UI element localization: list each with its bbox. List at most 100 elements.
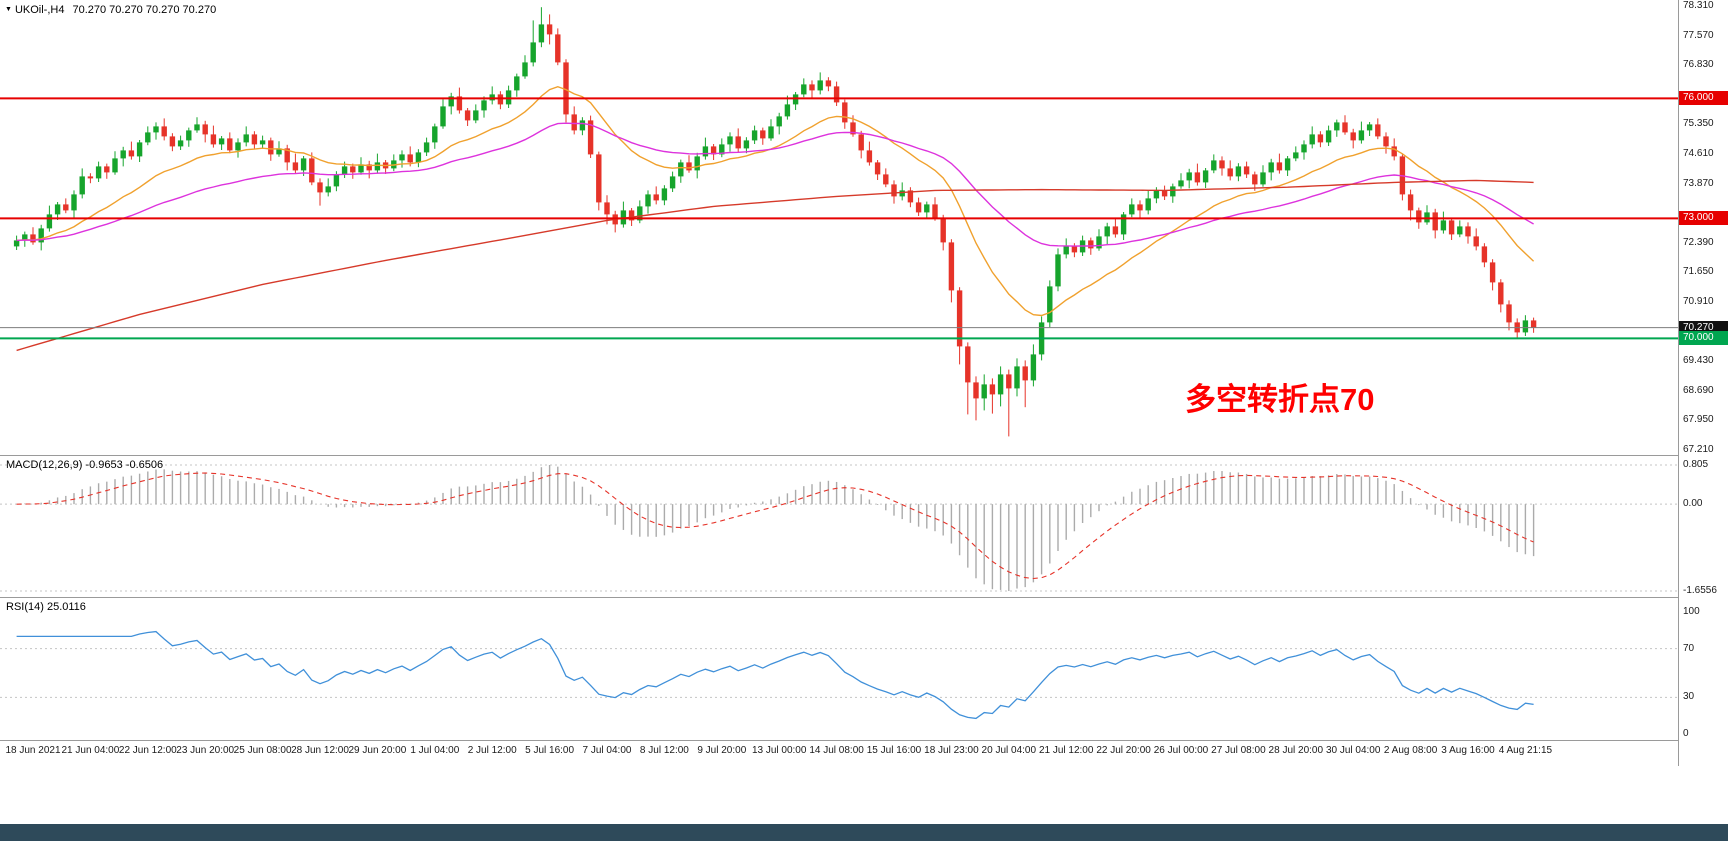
time-label: 18 Jul 23:00 — [924, 745, 979, 756]
price-axis[interactable]: 78.310 77.570 76.830 75.350 74.610 73.870 72.3… — [1679, 0, 1728, 766]
time-label: 22 Jul 20:00 — [1096, 745, 1151, 756]
candle-body — [579, 120, 586, 131]
candle-body — [538, 24, 545, 43]
candle-body — [1243, 166, 1250, 175]
candle-body — [1096, 236, 1102, 249]
candle-body — [891, 184, 897, 197]
candle-body — [276, 148, 282, 155]
candle-body — [1194, 172, 1201, 183]
price-tick: 71.650 — [1683, 266, 1714, 278]
candle-body — [645, 194, 651, 207]
candle-body — [292, 162, 299, 171]
symbol-dropdown-triangle-icon[interactable]: ▼ — [5, 6, 12, 13]
candle-body — [358, 164, 364, 173]
price-tick: 67.950 — [1683, 414, 1714, 426]
candle-body — [661, 188, 668, 201]
candle-body — [899, 190, 905, 197]
candle-body — [1153, 190, 1160, 199]
price-tick: 76.830 — [1683, 59, 1714, 71]
candle-body — [136, 142, 143, 157]
candle-body — [956, 290, 963, 347]
candle-body — [13, 240, 20, 247]
candle-body — [1120, 214, 1127, 235]
candle-body — [1358, 130, 1365, 141]
candle-body — [1145, 198, 1151, 211]
candle-body — [153, 126, 159, 133]
candle-body — [587, 120, 594, 155]
candle-body — [858, 134, 864, 151]
candle-body — [1522, 320, 1529, 333]
candle-body — [1317, 134, 1324, 143]
price-tick: 74.610 — [1683, 148, 1714, 159]
candle-body — [989, 384, 996, 395]
candle-body — [1383, 136, 1389, 147]
candle-body — [1325, 130, 1332, 143]
candle-body — [259, 140, 266, 145]
time-label: 9 Jul 20:00 — [697, 745, 747, 756]
candle-body — [1260, 172, 1266, 185]
ma-line-fast — [16, 85, 1535, 317]
candle-body — [1235, 166, 1242, 177]
candle-body — [776, 116, 782, 127]
candle-body — [440, 106, 446, 127]
candle-body — [866, 150, 873, 163]
candle-body — [1014, 366, 1020, 389]
candle-body — [1293, 152, 1299, 159]
price-tag-70.000: 70.000 — [1679, 331, 1728, 346]
time-label: 13 Jul 00:00 — [751, 745, 807, 756]
time-label: 20 Jul 04:00 — [981, 745, 1037, 756]
time-label: 7 Jul 04:00 — [582, 745, 632, 756]
candle-body — [883, 174, 889, 185]
candle-body — [1088, 240, 1094, 249]
candle-body — [1448, 220, 1455, 235]
candle-body — [751, 130, 758, 141]
candle-body — [948, 242, 955, 291]
time-label: 15 Jul 16:00 — [866, 745, 922, 756]
price-tick: 78.310 — [1683, 0, 1714, 11]
rsi-axis-label: 0 — [1683, 728, 1689, 739]
candle-body — [1170, 186, 1176, 197]
candle-body — [325, 186, 331, 193]
candle-body — [801, 84, 807, 95]
candle-body — [530, 42, 536, 63]
macd-signal-line — [16, 472, 1534, 580]
candle-body — [653, 194, 659, 201]
candle-body — [128, 150, 135, 157]
price-tick: 73.870 — [1683, 177, 1714, 189]
price-tick: 70.910 — [1683, 296, 1714, 307]
candle-body — [669, 176, 676, 189]
rsi-axis-label: 100 — [1683, 606, 1700, 617]
time-label: 18 Jun 2021 — [5, 745, 61, 756]
candle-body — [95, 166, 102, 179]
candle-body — [1006, 374, 1012, 389]
candle-body — [300, 158, 307, 171]
candle-body — [1186, 172, 1192, 181]
ma-line-slow — [16, 179, 1534, 352]
time-label: 21 Jul 12:00 — [1038, 745, 1094, 756]
rsi-panel-label: RSI(14) 25.0116 — [6, 601, 86, 613]
candle-body — [169, 136, 176, 147]
candle-body — [1366, 124, 1373, 131]
candle-body — [423, 142, 430, 153]
candle-body — [481, 100, 487, 111]
candle-body — [399, 154, 405, 161]
chart-annotation-text[interactable]: 多空转折点70 — [1185, 382, 1375, 417]
time-axis-divider — [0, 740, 1728, 741]
candlestick-chart[interactable] — [0, 0, 1678, 455]
rsi-indicator-chart[interactable] — [0, 597, 1678, 740]
time-label: 5 Jul 16:00 — [525, 745, 575, 756]
time-axis[interactable]: 18 Jun 2021 21 Jun 04:00 22 Jun 12:00 23 Ju… — [0, 741, 1728, 768]
candle-body — [202, 124, 208, 135]
candle-body — [1227, 168, 1233, 177]
candle-body — [366, 164, 372, 171]
candle-body — [374, 162, 381, 171]
macd-indicator-chart[interactable] — [0, 455, 1678, 597]
candle-body — [1030, 354, 1037, 381]
candle-body — [1489, 262, 1496, 283]
candle-body — [1506, 304, 1512, 323]
candle-body — [817, 80, 823, 91]
price-tick: 72.390 — [1683, 236, 1714, 248]
price-tick: 75.350 — [1683, 118, 1714, 130]
candle-body — [965, 346, 971, 383]
candle-body — [415, 152, 422, 163]
